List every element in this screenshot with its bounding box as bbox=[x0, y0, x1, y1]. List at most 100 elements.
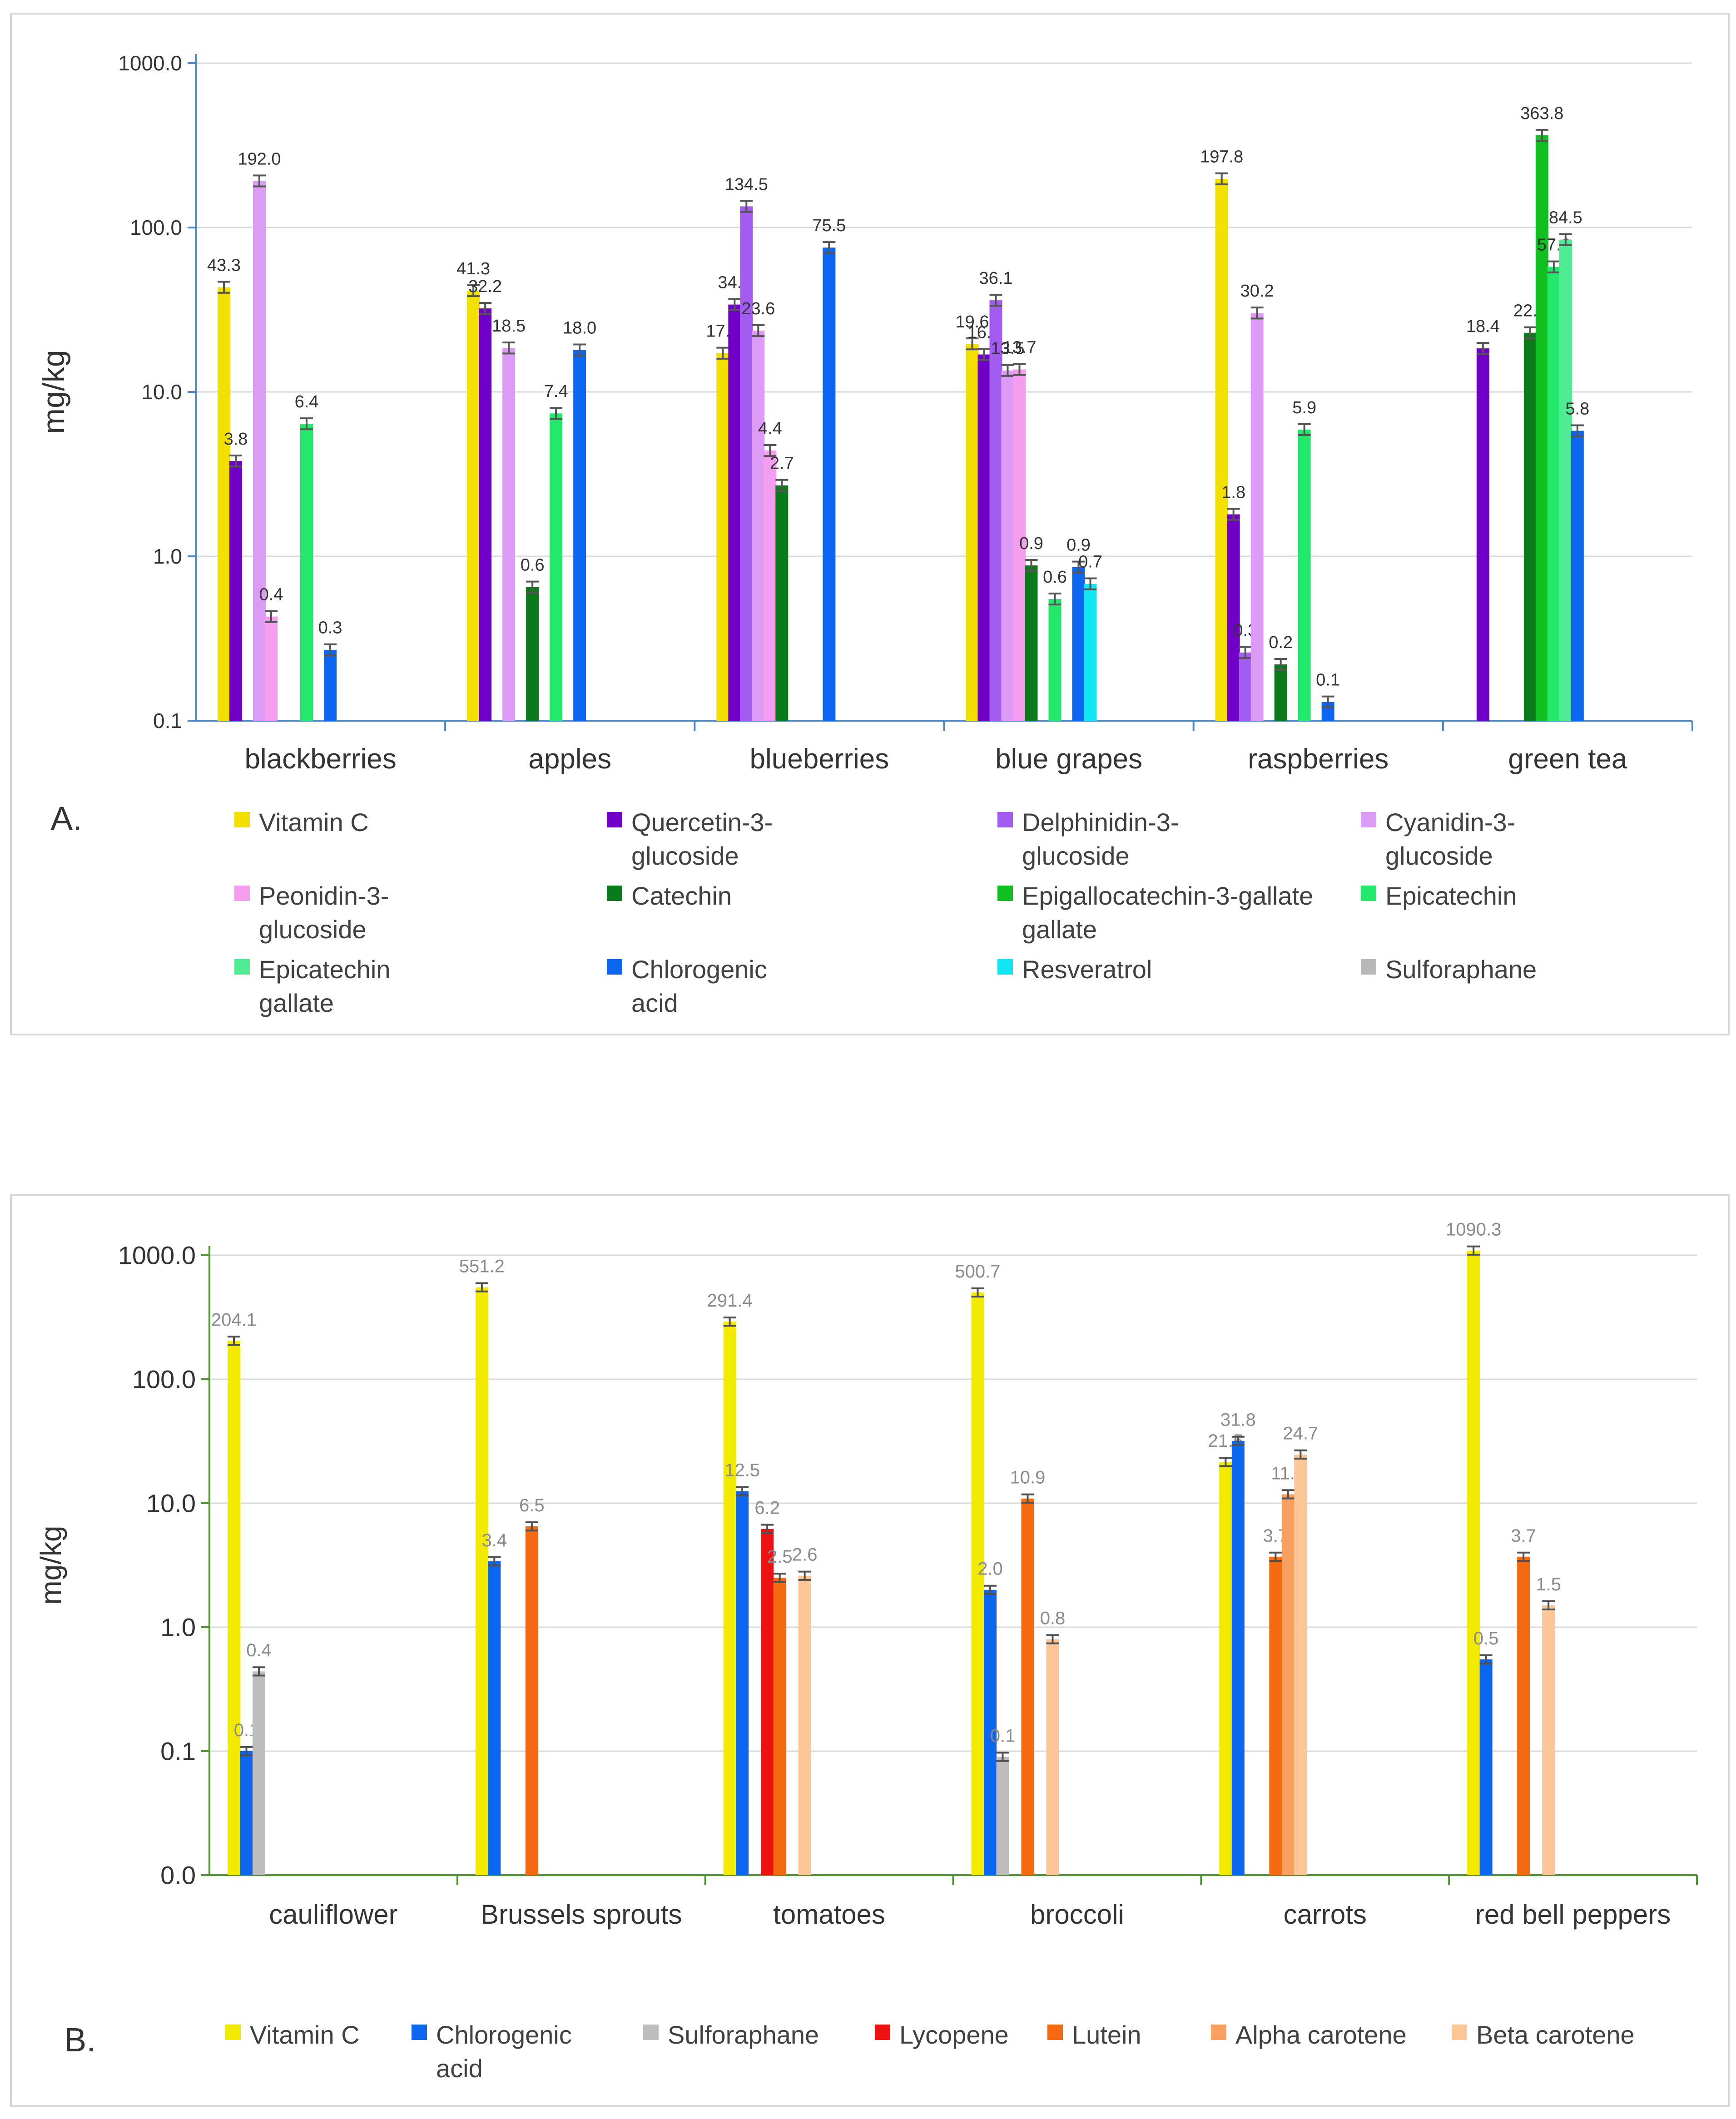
category-label: blueberries bbox=[750, 743, 889, 775]
legend-swatch bbox=[225, 2025, 241, 2040]
bar bbox=[240, 1751, 253, 1875]
legend-label: Peonidin-3- glucoside bbox=[259, 881, 389, 944]
bar bbox=[300, 424, 313, 721]
legend-item: Lutein bbox=[1047, 2018, 1211, 2085]
legend-label: Vitamin C bbox=[250, 2020, 360, 2049]
data-label: 24.7 bbox=[1283, 1424, 1318, 1444]
bar bbox=[977, 354, 991, 721]
data-label: 12.5 bbox=[724, 1460, 760, 1480]
data-label: 291.4 bbox=[707, 1291, 753, 1311]
bar bbox=[1559, 239, 1572, 721]
data-label: 18.4 bbox=[1466, 317, 1500, 336]
legend-label: Catechin bbox=[631, 881, 732, 910]
legend-label: Resveratrol bbox=[1022, 955, 1152, 984]
panel-label-a: A. bbox=[50, 800, 82, 837]
category-label: green tea bbox=[1508, 743, 1627, 775]
bar bbox=[1547, 267, 1560, 721]
legend-label: Alpha carotene bbox=[1235, 2020, 1407, 2049]
data-label: 0.9 bbox=[1019, 534, 1043, 553]
bar bbox=[1535, 135, 1548, 721]
chart-b: 0.0 0.1 1.0 10.0 100.0 1000.0 mg/kg cauliflower… bbox=[35, 1220, 1698, 1930]
data-label: 41.3 bbox=[456, 259, 490, 278]
legend-label: Cyanidin-3- glucoside bbox=[1385, 808, 1516, 870]
data-label: 0.4 bbox=[246, 1640, 272, 1660]
bar bbox=[761, 1529, 774, 1875]
data-label: 18.0 bbox=[563, 318, 596, 337]
category-label: raspberries bbox=[1248, 743, 1389, 775]
data-label: 0.8 bbox=[1040, 1608, 1066, 1628]
bar bbox=[1084, 584, 1097, 721]
bar bbox=[1479, 1659, 1493, 1875]
bar bbox=[1523, 332, 1537, 721]
category-label: red bell peppers bbox=[1475, 1899, 1671, 1930]
bar bbox=[324, 649, 337, 721]
data-label: 1.5 bbox=[1536, 1574, 1561, 1594]
bar bbox=[984, 1589, 997, 1875]
legend-swatch bbox=[607, 812, 622, 827]
data-label: 0.9 bbox=[1066, 536, 1091, 555]
data-label: 13.7 bbox=[1003, 338, 1037, 357]
bar bbox=[798, 1575, 811, 1875]
data-label: 363.8 bbox=[1520, 104, 1563, 123]
y-tick-label: 1.0 bbox=[153, 545, 182, 568]
bar bbox=[1013, 369, 1026, 721]
bar bbox=[966, 344, 979, 721]
bar bbox=[775, 485, 789, 721]
legend-label: Sulforaphane bbox=[1385, 955, 1537, 984]
data-label: 36.1 bbox=[979, 269, 1013, 288]
legend-label: Epigallocatechin-3-gallate gallate bbox=[1022, 881, 1314, 944]
y-tick-label: 1000.0 bbox=[118, 1241, 196, 1270]
bar bbox=[1046, 1639, 1059, 1875]
legend-swatch bbox=[875, 2025, 890, 2040]
data-label: 134.5 bbox=[725, 175, 768, 194]
legend-b: Vitamin C Chlorogenic acid Sulforaphane Lyc… bbox=[225, 2018, 1715, 2085]
legend-item: Cyanidin-3- glucoside bbox=[1361, 806, 1706, 873]
data-label: 32.2 bbox=[468, 277, 502, 296]
bar bbox=[1274, 664, 1287, 721]
legend-swatch bbox=[1361, 812, 1376, 827]
category-label: carrots bbox=[1284, 1899, 1367, 1930]
bar bbox=[265, 616, 278, 721]
category-label: tomatoes bbox=[773, 1899, 885, 1930]
bar bbox=[253, 1671, 265, 1875]
bar bbox=[1239, 652, 1252, 721]
data-label: 192.0 bbox=[238, 149, 281, 168]
bar bbox=[996, 1757, 1009, 1875]
legend-item: Epigallocatechin-3-gallate gallate bbox=[997, 879, 1361, 946]
bar bbox=[728, 304, 741, 721]
category-label: cauliflower bbox=[269, 1899, 397, 1930]
data-label: 30.2 bbox=[1240, 282, 1274, 301]
y-tick-label: 100.0 bbox=[130, 216, 182, 239]
data-label: 2.7 bbox=[770, 454, 794, 473]
bar bbox=[736, 1491, 749, 1875]
data-label: 43.3 bbox=[207, 256, 241, 275]
data-label: 7.4 bbox=[544, 382, 568, 401]
data-label: 2.0 bbox=[977, 1559, 1003, 1579]
data-label: 500.7 bbox=[955, 1262, 1000, 1282]
bar bbox=[218, 287, 230, 721]
data-label: 0.1 bbox=[1316, 671, 1340, 690]
legend-swatch bbox=[234, 959, 250, 975]
data-label: 0.1 bbox=[990, 1726, 1016, 1746]
legend-item: Catechin bbox=[607, 879, 997, 946]
data-label: 1090.3 bbox=[1446, 1220, 1501, 1240]
bar bbox=[1215, 178, 1228, 721]
category-label: blackberries bbox=[244, 743, 396, 775]
data-label: 84.5 bbox=[1549, 208, 1582, 227]
legend-label: Sulforaphane bbox=[668, 2020, 819, 2049]
chart-panel-b: 0.0 0.1 1.0 10.0 100.0 1000.0 mg/kg cauliflower… bbox=[10, 1194, 1730, 2107]
bar bbox=[1021, 1498, 1034, 1875]
y-tick-label: 100.0 bbox=[132, 1365, 196, 1394]
legend-item: Lycopene bbox=[875, 2018, 1047, 2085]
legend-label: Epicatechin gallate bbox=[259, 955, 391, 1017]
category-label: blue grapes bbox=[995, 743, 1142, 775]
data-label: 0.3 bbox=[318, 619, 342, 638]
legend-item: Alpha carotene bbox=[1211, 2018, 1452, 2085]
data-label: 197.8 bbox=[1200, 148, 1243, 167]
legend-label: Chlorogenic acid bbox=[436, 2020, 572, 2083]
bar bbox=[1476, 348, 1489, 721]
legend-item: Vitamin C bbox=[234, 806, 607, 873]
bar bbox=[479, 308, 492, 721]
data-label: 0.6 bbox=[521, 556, 545, 575]
data-label: 4.4 bbox=[758, 419, 782, 438]
